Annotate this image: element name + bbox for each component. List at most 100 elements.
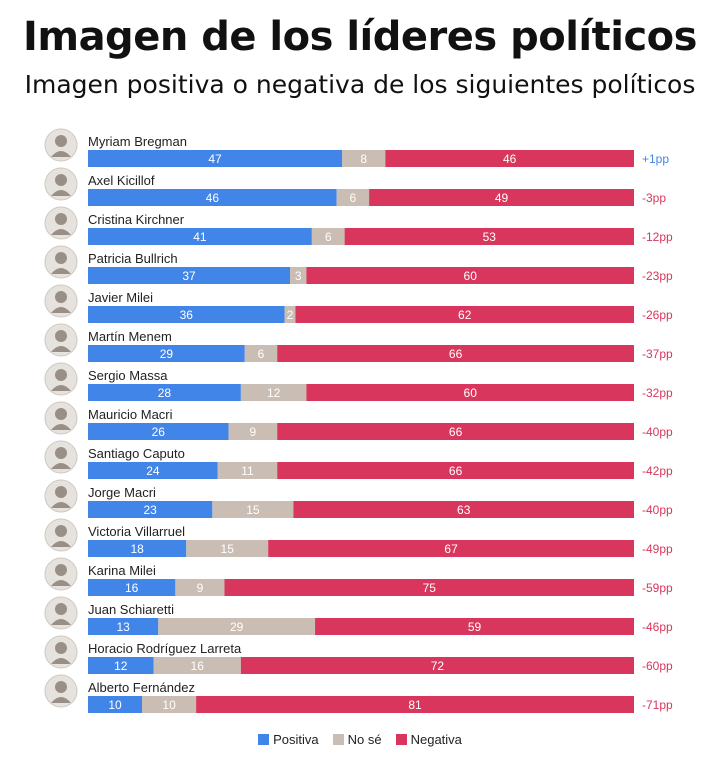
- bar-segment-positiva: [88, 423, 229, 440]
- legend-item-positiva: Positiva: [258, 732, 319, 747]
- data-label: 41: [193, 230, 207, 244]
- bar-segment-nose: [186, 540, 269, 557]
- category-label: Javier Milei: [88, 290, 153, 305]
- data-label: 6: [258, 347, 265, 361]
- data-label: 49: [495, 191, 509, 205]
- avatar-head-icon: [55, 447, 67, 459]
- bar-segment-negativa: [240, 657, 634, 674]
- legend: Positiva No sé Negativa: [0, 732, 720, 747]
- bar-row: Axel Kicillof 46 6 49 -3pp: [44, 167, 666, 206]
- bar-segment-nose: [153, 657, 241, 674]
- avatar-head-icon: [55, 564, 67, 576]
- bar-segment-nose: [217, 462, 278, 479]
- avatar-body-icon: [51, 151, 71, 157]
- diff-label: -46pp: [642, 620, 673, 634]
- data-label: 6: [350, 191, 357, 205]
- category-label: Victoria Villarruel: [88, 524, 185, 539]
- category-label: Mauricio Macri: [88, 407, 173, 422]
- diff-label: -40pp: [642, 425, 673, 439]
- diff-label: -26pp: [642, 308, 673, 322]
- bar-segment-negativa: [315, 618, 634, 635]
- legend-swatch-nose: [332, 734, 344, 745]
- bar-row: Santiago Caputo 24 11 66 -42pp: [44, 440, 673, 479]
- avatar-body-icon: [51, 229, 71, 235]
- bar-row: Myriam Bregman 47 8 46 +1pp: [44, 128, 669, 167]
- bar-segment-nose: [175, 579, 225, 596]
- bar-row: Cristina Kirchner 41 6 53 -12pp: [44, 206, 673, 245]
- bar-row: Horacio Rodríguez Larreta 12 16 72 -60pp: [44, 635, 673, 674]
- data-label: 59: [468, 620, 482, 634]
- data-label: 6: [325, 230, 332, 244]
- bar-segment-nose: [311, 228, 345, 245]
- bar-segment-positiva: [88, 540, 187, 557]
- avatar-body-icon: [51, 619, 71, 625]
- bar-segment-positiva: [88, 150, 343, 167]
- bar-row: Mauricio Macri 26 9 66 -40pp: [44, 401, 673, 440]
- data-label: 28: [158, 386, 172, 400]
- bar-segment-negativa: [306, 267, 634, 284]
- bar-row: Javier Milei 36 2 62 -26pp: [44, 284, 673, 323]
- bar-segment-negativa: [196, 696, 634, 713]
- legend-swatch-positiva: [258, 734, 270, 745]
- bar-segment-positiva: [88, 306, 285, 323]
- bar-segment-nose: [240, 384, 307, 401]
- category-label: Martín Menem: [88, 329, 172, 344]
- diff-label: -3pp: [642, 191, 666, 205]
- bar-segment-nose: [158, 618, 316, 635]
- avatar-head-icon: [55, 213, 67, 225]
- chart-title: Imagen de los líderes políticos: [23, 14, 697, 60]
- diff-label: -42pp: [642, 464, 673, 478]
- bar-row: Patricia Bullrich 37 3 60 -23pp: [44, 245, 673, 284]
- bar-segment-nose: [244, 345, 278, 362]
- chart-subtitle: Imagen positiva o negativa de los siguie…: [24, 70, 696, 99]
- data-label: 46: [503, 152, 517, 166]
- bar-segment-positiva: [88, 267, 291, 284]
- avatar-body-icon: [51, 385, 71, 391]
- bar-segment-nose: [212, 501, 294, 518]
- data-label: 29: [230, 620, 244, 634]
- avatar-head-icon: [55, 135, 67, 147]
- data-label: 9: [250, 425, 257, 439]
- bar-segment-positiva: [88, 462, 218, 479]
- avatar-head-icon: [55, 330, 67, 342]
- avatar-head-icon: [55, 525, 67, 537]
- avatar-head-icon: [55, 681, 67, 693]
- category-label: Juan Schiaretti: [88, 602, 174, 617]
- bar-segment-positiva: [88, 384, 241, 401]
- data-label: 10: [162, 698, 176, 712]
- bar-row: Jorge Macri 23 15 63 -40pp: [44, 479, 673, 518]
- avatar-head-icon: [55, 408, 67, 420]
- bar-row: Sergio Massa 28 12 60 -32pp: [44, 362, 673, 401]
- data-label: 66: [449, 425, 463, 439]
- category-label: Santiago Caputo: [88, 446, 185, 461]
- bar-segment-negativa: [277, 462, 634, 479]
- bar-row: Juan Schiaretti 13 29 59 -46pp: [44, 596, 673, 635]
- category-label: Myriam Bregman: [88, 134, 187, 149]
- diff-label: -12pp: [642, 230, 673, 244]
- avatar-body-icon: [51, 346, 71, 352]
- legend-label-negativa: Negativa: [410, 732, 462, 747]
- data-label: 26: [152, 425, 166, 439]
- bar-segment-positiva: [88, 228, 312, 245]
- data-label: 60: [464, 386, 478, 400]
- avatar-body-icon: [51, 658, 71, 664]
- bar-row: Karina Milei 16 9 75 -59pp: [44, 557, 673, 596]
- bar-segment-positiva: [88, 657, 154, 674]
- legend-label-nose: No sé: [347, 732, 382, 747]
- data-label: 46: [206, 191, 220, 205]
- bar-segment-positiva: [88, 618, 159, 635]
- legend-swatch-negativa: [395, 734, 407, 745]
- bar-segment-nose: [342, 150, 386, 167]
- diff-label: -49pp: [642, 542, 673, 556]
- bar-row: Alberto Fernández 10 10 81 -71pp: [44, 674, 673, 713]
- bar-segment-nose: [290, 267, 307, 284]
- data-label: 24: [146, 464, 160, 478]
- diff-label: +1pp: [642, 152, 669, 166]
- data-label: 67: [444, 542, 458, 556]
- data-label: 60: [464, 269, 478, 283]
- avatar-body-icon: [51, 502, 71, 508]
- avatar-body-icon: [51, 580, 71, 586]
- avatar-body-icon: [51, 307, 71, 313]
- data-label: 9: [197, 581, 204, 595]
- data-label: 29: [160, 347, 174, 361]
